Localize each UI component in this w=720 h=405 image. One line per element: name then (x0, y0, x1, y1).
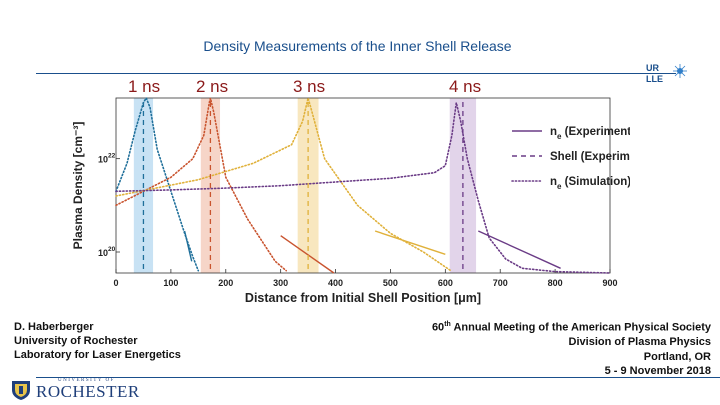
y-axis-label: Plasma Density [cm⁻³] (71, 122, 85, 250)
legend-label-3: ne (Simulation) (550, 176, 630, 191)
university-small-text: UNIVERSITY OF (58, 378, 115, 383)
slide-title: Density Measurements of the Inner Shell … (203, 38, 512, 54)
meeting-title: Annual Meeting of the American Physical … (450, 321, 711, 334)
author-name: D. Haberberger (14, 321, 94, 333)
rochester-shield-icon (12, 381, 30, 400)
x-tick-label: 800 (548, 278, 563, 288)
university-name: ROCHESTER (36, 382, 140, 401)
logo-text-bottom: LLE (646, 74, 663, 84)
bottom-rule (36, 377, 720, 378)
legend-label-1: ne (Experiment) (550, 126, 630, 141)
rochester-logo: UNIVERSITY OF ROCHESTER (8, 378, 139, 402)
meeting-division: Division of Plasma Physics (568, 336, 711, 349)
meeting-title-line: 60th Annual Meeting of the American Phys… (432, 318, 711, 335)
x-tick-label: 700 (493, 278, 508, 288)
author-affiliation-university: University of Rochester (14, 335, 138, 347)
simulation-series-4 (115, 102, 611, 274)
simulation-series-3 (115, 97, 452, 272)
title-rule (36, 73, 676, 74)
plot-frame (115, 97, 611, 274)
x-axis-label: Distance from Initial Shell Position [μm… (245, 291, 481, 305)
experiment-series-3 (374, 230, 446, 255)
y-tick-exponent: 22 (108, 153, 116, 160)
lle-logo: UR LLE (646, 63, 687, 84)
meeting-number: 60 (431, 321, 445, 334)
x-tick-label: 500 (383, 278, 398, 288)
time-label-1ns: 1 ns (128, 77, 161, 96)
meeting-location: Portland, OR (643, 350, 711, 363)
x-tick-label: 600 (438, 278, 453, 288)
x-tick-label: 900 (602, 278, 617, 288)
author-block: D. Haberberger University of Rochester L… (14, 320, 181, 362)
y-tick-label: 10 (98, 155, 108, 165)
x-tick-label: 300 (273, 278, 288, 288)
time-label-3ns: 3 ns (293, 77, 326, 96)
legend-label-2: Shell (Experiment) (550, 151, 630, 163)
logo-text-top: UR (646, 63, 659, 73)
y-tick-exponent: 20 (108, 246, 116, 253)
simulation-series-2 (115, 97, 287, 272)
time-label-4ns: 4 ns (449, 77, 482, 96)
x-tick-label: 200 (218, 278, 233, 288)
time-label-2ns: 2 ns (196, 77, 229, 96)
meeting-ordinal: th (444, 321, 451, 328)
experiment-series-1 (183, 230, 193, 262)
experiment-series-4 (478, 230, 561, 269)
x-tick-label: 400 (328, 278, 343, 288)
experiment-series-2 (280, 235, 335, 274)
meeting-block: 60th Annual Meeting of the American Phys… (432, 318, 711, 379)
x-tick-label: 0 (113, 278, 118, 288)
author-affiliation-lab: Laboratory for Laser Energetics (14, 349, 181, 361)
x-tick-label: 100 (163, 278, 178, 288)
y-tick-label: 10 (98, 248, 108, 258)
meeting-dates: 5 - 9 November 2018 (604, 365, 711, 378)
